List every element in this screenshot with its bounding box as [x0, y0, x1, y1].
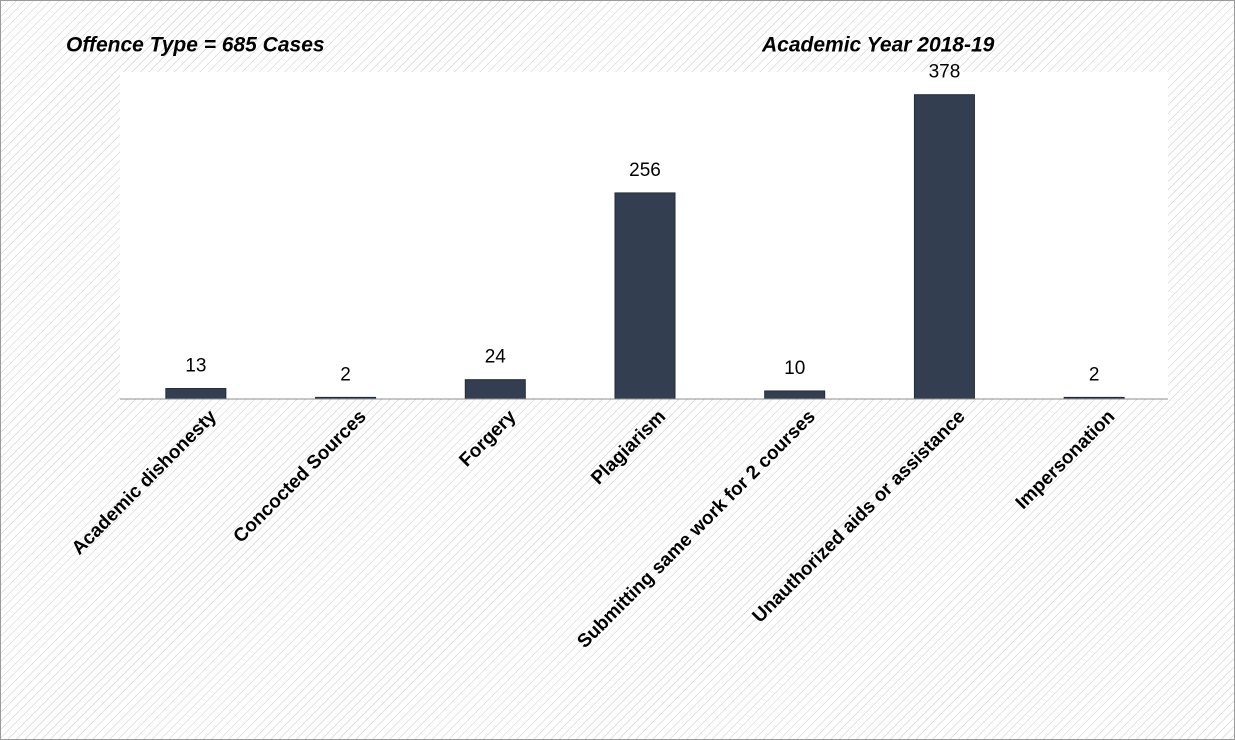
- bar: [764, 390, 826, 400]
- data-label: 2: [340, 364, 351, 385]
- bar: [614, 192, 676, 400]
- data-label: 10: [784, 358, 805, 379]
- chart-subtitle: Academic Year 2018-19: [761, 34, 995, 57]
- data-label: 378: [929, 62, 961, 83]
- data-label: 2: [1089, 364, 1100, 385]
- bar: [165, 388, 227, 400]
- chart-title: Offence Type = 685 Cases: [66, 34, 325, 57]
- data-label: 256: [629, 160, 661, 181]
- data-label: 13: [185, 356, 206, 377]
- data-label: 24: [485, 347, 507, 368]
- bar: [913, 94, 975, 400]
- bar: [464, 379, 526, 400]
